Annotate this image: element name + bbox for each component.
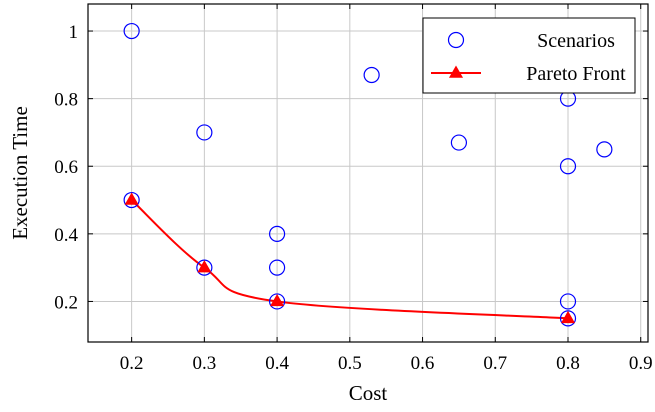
x-axis-label: Cost [349,381,388,405]
pareto-front-point [124,192,139,205]
y-tick-label: 0.6 [54,157,78,178]
x-tick-label: 0.6 [411,353,435,374]
legend-label-pareto-front: Pareto Front [526,63,626,85]
pareto-front-point [197,260,212,273]
scenario-point [450,134,468,151]
y-tick-label: 1 [69,22,79,43]
legend-scenarios-marker [447,31,465,49]
scenario-point [196,124,213,141]
legend-label-scenarios: Scenarios [537,30,615,52]
pareto-front-line [130,199,569,320]
scenario-point [268,259,286,276]
x-tick-label: 0.7 [483,353,507,374]
x-tick-label: 0.5 [338,353,362,374]
scenario-point [268,225,286,242]
x-tick-label: 0.4 [265,353,289,374]
scenario-point [363,66,380,84]
legend-box [422,17,636,94]
legend-pareto-marker [448,65,464,78]
legend: Scenarios Pareto Front [422,17,636,94]
pareto-front-point [560,310,576,324]
y-tick-label: 0.8 [54,90,78,111]
scenario-point [596,141,613,158]
pareto-front-point [270,293,285,307]
scenario-point [559,158,577,175]
x-tick-label: 0.8 [556,353,580,374]
y-tick-label: 0.4 [54,225,78,246]
x-tick-label: 0.2 [120,353,144,374]
y-axis-label: Execution Time [8,106,32,240]
x-tick-label: 0.3 [192,353,216,374]
plot-frame [87,3,649,343]
legend-items: Scenarios Pareto Front [431,30,626,85]
scenario-point [123,22,140,40]
y-tick-label: 0.2 [54,292,78,313]
scenario-point [559,293,577,310]
x-tick-label: 0.9 [629,353,653,374]
axis-ticks: 0.2 0.3 0.4 0.5 0.6 0.7 0.8 0.9 0.2 0.4 0.6 0.8 1 [54,4,653,374]
